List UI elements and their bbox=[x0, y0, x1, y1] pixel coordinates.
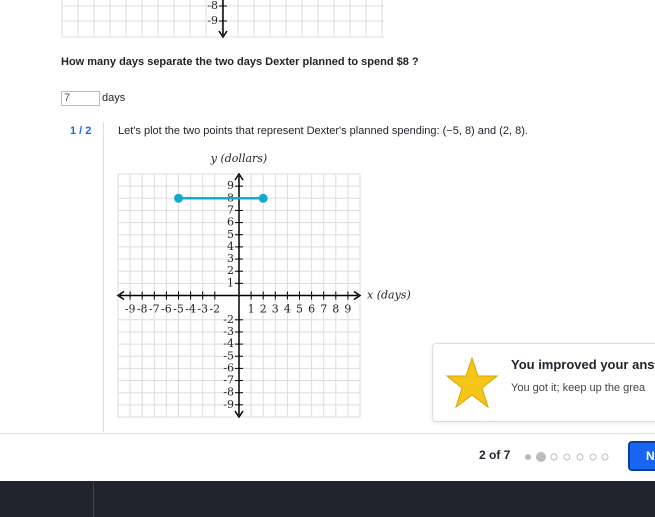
bottom-bar bbox=[0, 481, 655, 517]
y-axis-label: y (dollars) bbox=[210, 152, 267, 165]
x-tick-label: 8 bbox=[332, 303, 339, 316]
y-tick-label: 9 bbox=[227, 179, 234, 192]
y-tick-label: 6 bbox=[227, 216, 234, 229]
hint-step: 1 / 2 bbox=[70, 125, 92, 137]
y-tick-label: 2 bbox=[227, 264, 234, 277]
y-tick-label: -5 bbox=[223, 349, 234, 362]
x-tick-label: 5 bbox=[296, 303, 303, 316]
progress-label: 2 of 7 bbox=[479, 448, 511, 462]
axis-arrow bbox=[234, 410, 244, 419]
hint-text: Let's plot the two points that represent… bbox=[118, 125, 528, 137]
star-icon bbox=[445, 356, 499, 409]
y-tick-label: -6 bbox=[223, 361, 234, 374]
axis-arrow bbox=[116, 290, 125, 301]
y-tick-label: -8 bbox=[223, 386, 234, 399]
x-axis-label: x (days) bbox=[367, 289, 411, 302]
axis-arrow bbox=[234, 172, 244, 181]
y-tick-label: -3 bbox=[223, 325, 234, 338]
progress-dots bbox=[525, 452, 609, 462]
y-tick-label: -9 bbox=[207, 14, 218, 27]
y-tick-label: 3 bbox=[227, 252, 234, 265]
x-tick-label: -7 bbox=[149, 303, 160, 316]
y-tick-label: 5 bbox=[227, 228, 234, 241]
x-tick-label: -6 bbox=[161, 303, 172, 316]
x-tick-label: 7 bbox=[320, 303, 327, 316]
y-tick-label: -8 bbox=[207, 0, 218, 12]
x-tick-label: 9 bbox=[344, 303, 351, 316]
toast-body: You got it; keep up the grea bbox=[511, 382, 646, 394]
x-tick-label: -8 bbox=[137, 303, 148, 316]
x-tick-label: 4 bbox=[284, 303, 291, 316]
y-tick-label: -4 bbox=[223, 337, 234, 350]
axis-arrow bbox=[353, 290, 362, 301]
x-tick-label: -2 bbox=[209, 303, 220, 316]
x-tick-label: 1 bbox=[248, 303, 255, 316]
coordinate-graph: -9 -8 -7 -6 -5 -4 -3 -2 1 2 3 4 5 6 7 8 9-9-8-7-6-5-4-3-… bbox=[116, 152, 411, 419]
y-tick-label: 4 bbox=[227, 240, 234, 253]
y-tick-label: -7 bbox=[223, 374, 234, 387]
y-tick-label: -2 bbox=[223, 313, 234, 326]
previous-graph: -8-9 bbox=[61, 0, 384, 39]
bottom-bar-divider bbox=[93, 481, 94, 517]
y-tick-label: 7 bbox=[227, 203, 234, 216]
x-tick-label: -3 bbox=[197, 303, 208, 316]
point bbox=[258, 193, 268, 203]
y-tick-label: 1 bbox=[227, 276, 234, 289]
hint-divider bbox=[103, 122, 104, 432]
x-tick-label: -4 bbox=[185, 303, 196, 316]
toast-title: You improved your answ bbox=[511, 357, 655, 372]
x-tick-label: -5 bbox=[173, 303, 184, 316]
x-tick-label: 2 bbox=[260, 303, 267, 316]
next-button[interactable]: N bbox=[628, 441, 655, 471]
answer-unit: days bbox=[102, 92, 126, 104]
y-tick-label: -9 bbox=[223, 398, 234, 411]
x-tick-label: 3 bbox=[272, 303, 279, 316]
x-tick-label: 6 bbox=[308, 303, 315, 316]
question: How many days separate the two days Dext… bbox=[61, 56, 419, 68]
point bbox=[174, 193, 183, 203]
answer-input[interactable]: 7 bbox=[61, 91, 100, 106]
footer-border bbox=[0, 433, 655, 434]
toast: You improved your answ You got it; keep … bbox=[432, 343, 655, 422]
x-tick-label: -9 bbox=[125, 303, 136, 316]
axis-arrow bbox=[218, 30, 228, 39]
